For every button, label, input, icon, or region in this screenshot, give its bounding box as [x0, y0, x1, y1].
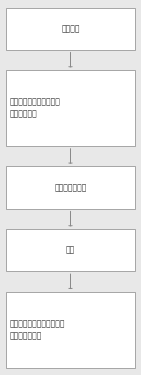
Text: 测量浆料固含量、浆料密
度和溶剂密度: 测量浆料固含量、浆料密 度和溶剂密度 [10, 97, 61, 119]
FancyBboxPatch shape [6, 292, 135, 368]
Text: 配制浆料: 配制浆料 [61, 24, 80, 33]
Text: 根据压实密度和综合真密度
计算极片孔隙率: 根据压实密度和综合真密度 计算极片孔隙率 [10, 319, 65, 340]
FancyBboxPatch shape [6, 166, 135, 208]
FancyBboxPatch shape [6, 70, 135, 146]
Text: 计算综合真密度: 计算综合真密度 [54, 183, 87, 192]
FancyBboxPatch shape [6, 8, 135, 50]
FancyBboxPatch shape [6, 229, 135, 271]
Text: 压实: 压实 [66, 246, 75, 255]
